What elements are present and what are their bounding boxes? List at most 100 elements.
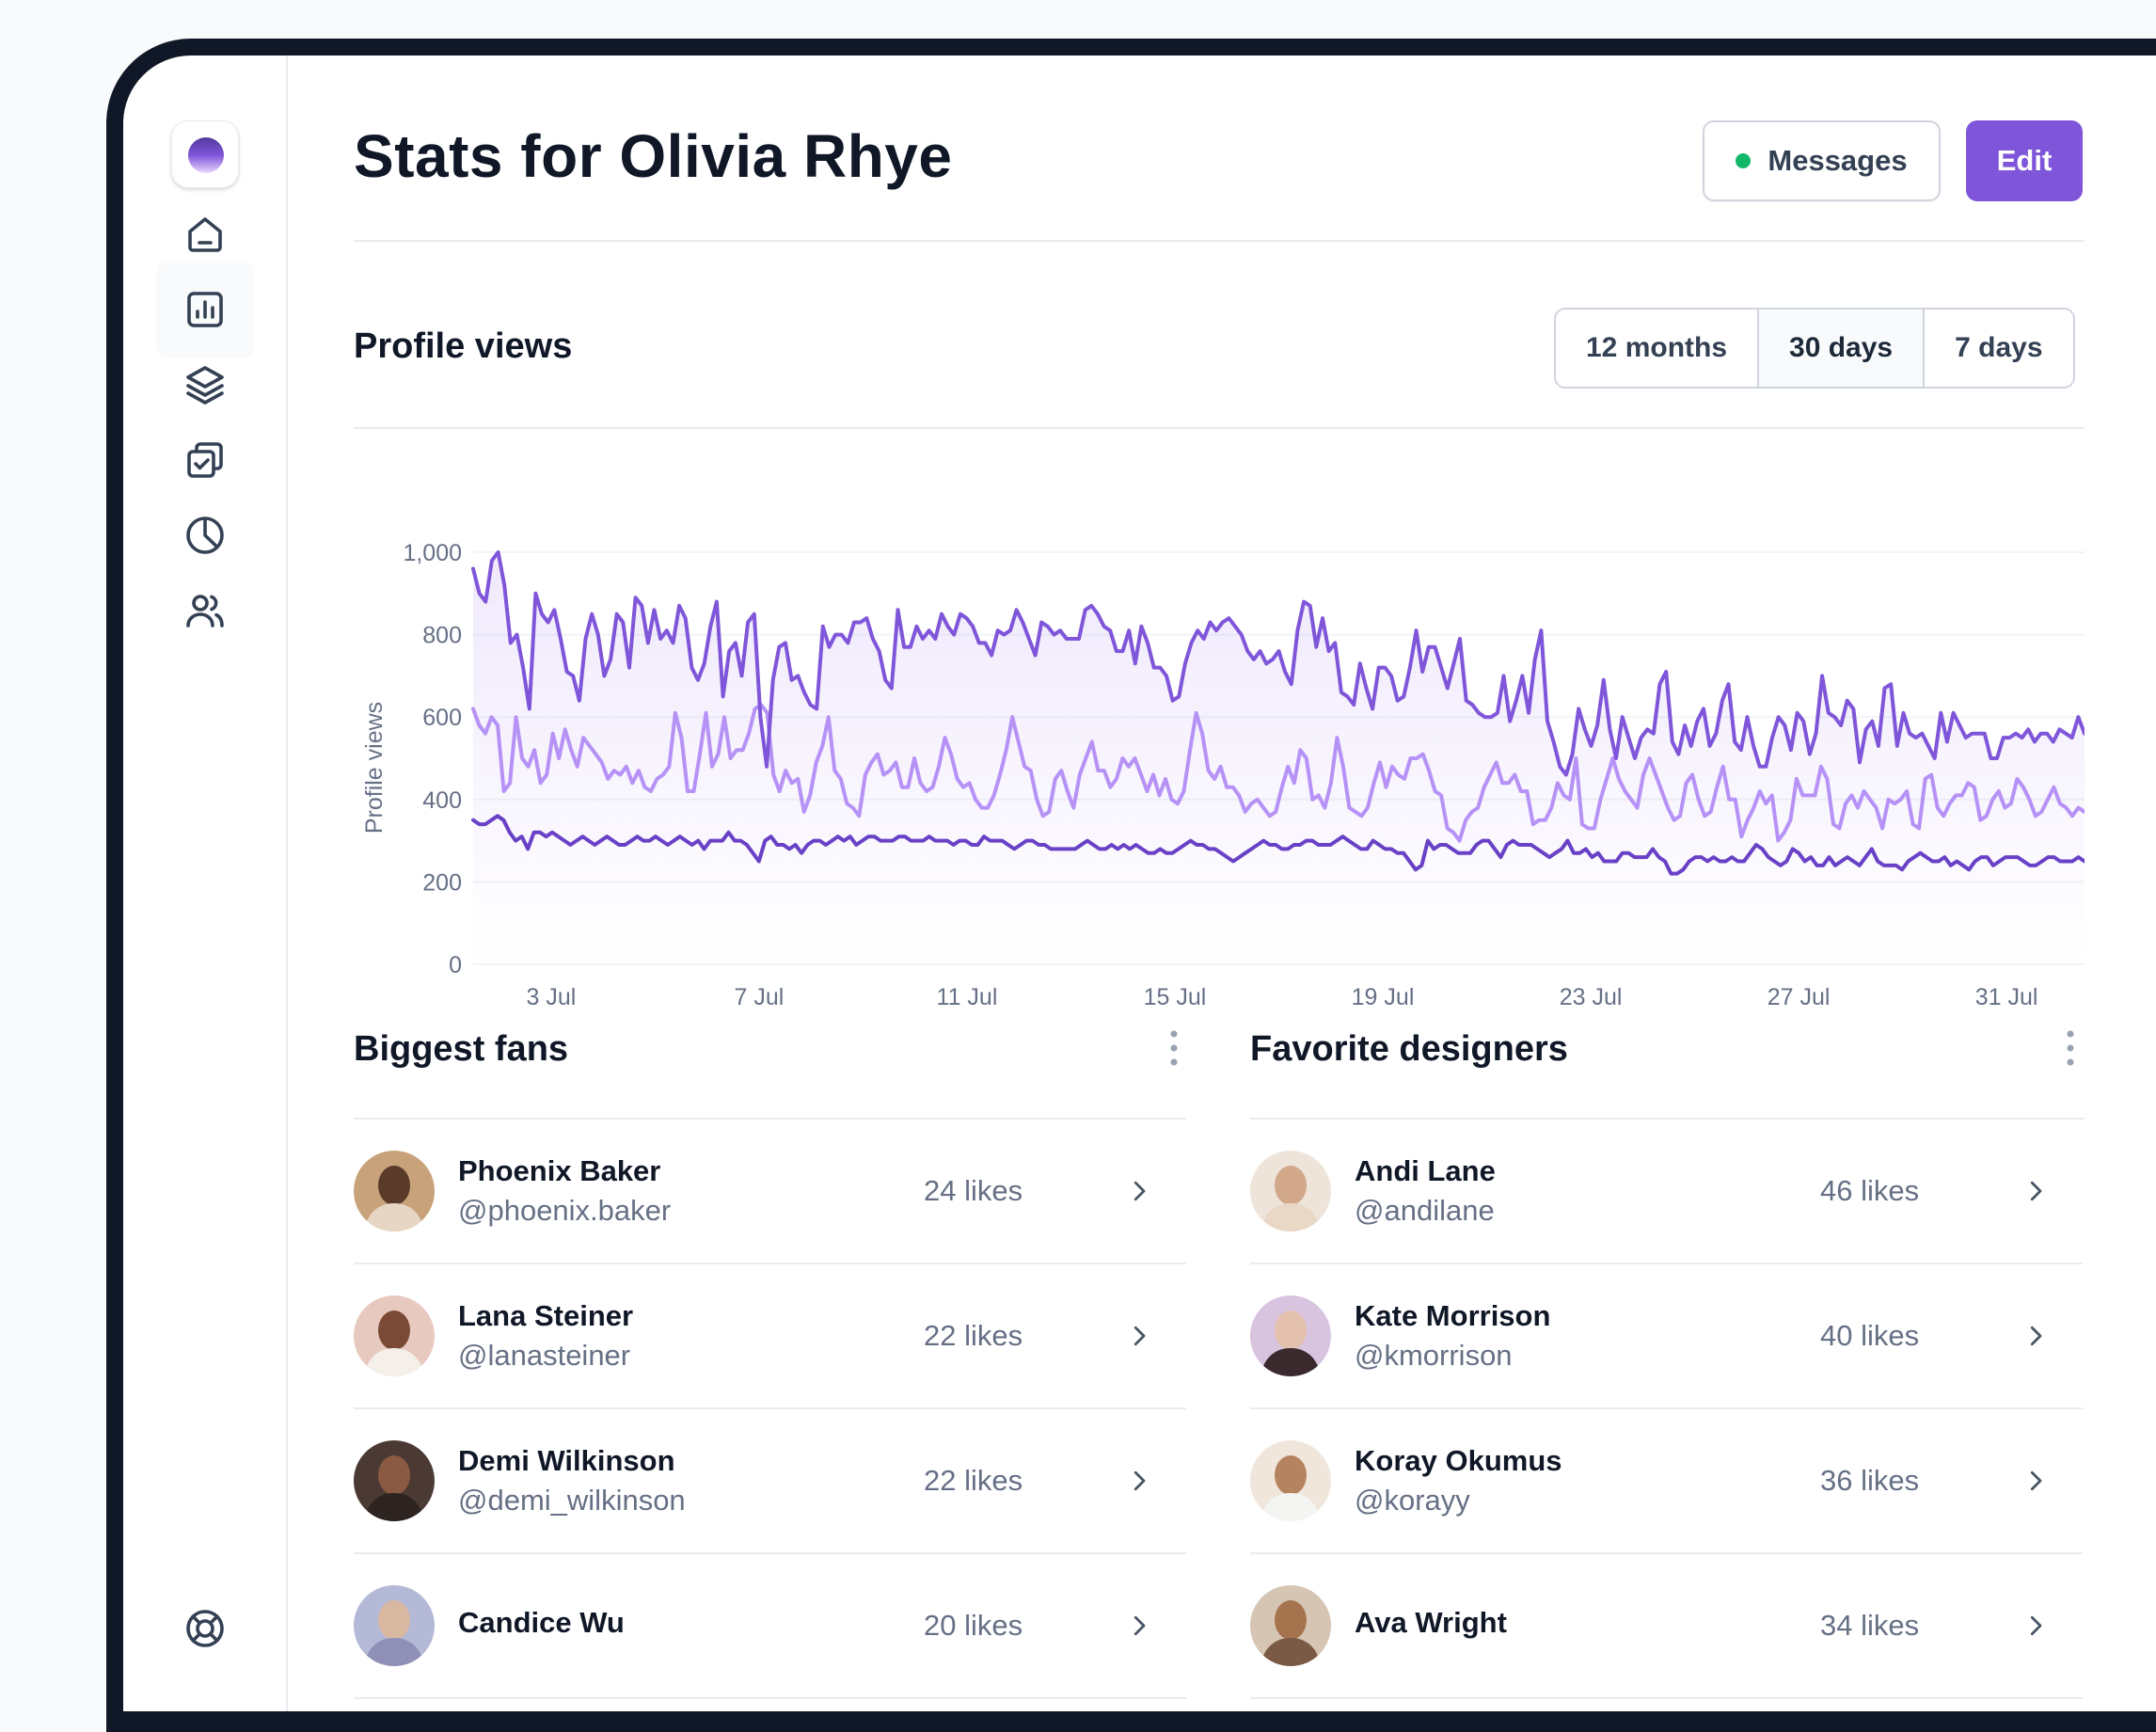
chevron-right-icon[interactable] [1125,1322,1153,1350]
tab-12-months[interactable]: 12 months [1556,310,1760,387]
avatar-body [365,1493,423,1521]
designer-row[interactable]: Kate Morrison @kmorrison 40 likes [1250,1264,2083,1409]
nav-item-users[interactable] [156,562,254,659]
user-name: Ava Wright [1355,1606,1507,1639]
tab-30-days[interactable]: 30 days [1759,310,1926,387]
user-info: Kate Morrison @kmorrison [1355,1299,1550,1373]
y-tick-label: 400 [422,787,462,814]
avatar [354,1440,435,1521]
chevron-right-icon[interactable] [2021,1467,2050,1495]
series-line-2 [471,703,2085,843]
user-handle: @phoenix.baker [458,1194,672,1227]
fan-row[interactable]: Lana Steiner @lanasteiner 22 likes [354,1264,1186,1409]
chevron-right-icon[interactable] [1125,1177,1153,1205]
y-tick-label: 800 [422,623,462,649]
fans-divider [354,1118,1186,1120]
user-info: Lana Steiner @lanasteiner [458,1299,633,1373]
pie-chart-icon [186,516,224,554]
nav-item-reports[interactable] [156,486,254,584]
user-handle: @demi_wilkinson [458,1484,686,1517]
fan-row[interactable]: Phoenix Baker @phoenix.baker 24 likes [354,1120,1186,1264]
app-logo[interactable] [171,120,239,188]
y-tick-label: 0 [449,952,462,978]
user-info: Phoenix Baker @phoenix.baker [458,1154,671,1228]
user-handle: @kmorrison [1355,1339,1513,1372]
series-line-1 [471,550,2085,777]
avatar-head [378,1311,410,1350]
main-content: Stats for Olivia Rhye Messages Edit Prof… [354,56,2085,1711]
avatar-body [365,1348,423,1376]
likes-count: 40 likes [1820,1319,1920,1352]
nav-item-home[interactable] [156,185,254,283]
avatar-body [1261,1348,1320,1376]
fan-row[interactable]: Candice Wu 20 likes [354,1554,1186,1699]
favorite-designers-title: Favorite designers [1250,1029,1568,1069]
avatar-head [378,1600,410,1640]
likes-count: 22 likes [924,1319,1023,1352]
avatar [1250,1440,1331,1521]
home-icon [188,217,222,252]
avatar-body [1261,1638,1320,1666]
avatar-body [365,1638,423,1666]
user-name: Koray Okumus [1355,1444,1562,1477]
avatar [354,1151,435,1231]
x-tick-label: 7 Jul [735,984,785,1010]
messages-button[interactable]: Messages [1703,120,1941,201]
chevron-right-icon[interactable] [2021,1322,2050,1350]
avatar-head [1275,1600,1307,1640]
fan-row[interactable]: Demi Wilkinson @demi_wilkinson 22 likes [354,1409,1186,1554]
avatar-head [1275,1311,1307,1350]
avatar-head [1275,1166,1307,1205]
app-window: Stats for Olivia Rhye Messages Edit Prof… [123,56,2156,1711]
user-handle: @korayy [1355,1484,1470,1517]
nav-item-layers[interactable] [156,336,254,434]
fans-more-options-icon[interactable] [1165,1025,1183,1072]
avatar-head [378,1166,410,1205]
chevron-right-icon[interactable] [2021,1177,2050,1205]
biggest-fans-title: Biggest fans [354,1029,569,1069]
user-info: Demi Wilkinson @demi_wilkinson [458,1444,686,1517]
avatar-body [1261,1493,1320,1521]
likes-count: 22 likes [924,1464,1023,1497]
likes-count: 34 likes [1820,1609,1920,1642]
life-buoy-icon [186,1610,224,1647]
users-icon [186,595,224,628]
avatar-body [365,1203,423,1231]
layers-icon [186,366,224,405]
nav-item-stats[interactable] [156,261,254,358]
avatar [1250,1295,1331,1376]
y-axis-label: Profile views [361,702,388,834]
chevron-right-icon[interactable] [2021,1612,2050,1640]
tab-7-days[interactable]: 7 days [1955,332,2043,363]
chevron-right-icon[interactable] [1125,1467,1153,1495]
logo-mark [188,137,224,173]
y-tick-label: 600 [422,705,462,731]
likes-count: 24 likes [924,1174,1023,1207]
y-tick-label: 1,000 [403,540,462,566]
avatar-body [1261,1203,1320,1231]
date-range-tabs: 12 months 30 days 7 days [1554,308,2075,389]
series-line-3 [471,814,2085,876]
nav-item-tasks[interactable] [156,411,254,509]
designer-row[interactable]: Ava Wright 34 likes [1250,1554,2083,1699]
nav-item-support[interactable] [156,1580,254,1677]
user-info: Ava Wright [1355,1606,1507,1645]
chevron-right-icon[interactable] [1125,1612,1153,1640]
user-handle: @andilane [1355,1194,1495,1227]
check-square-icon [187,442,223,478]
x-tick-label: 19 Jul [1352,984,1415,1010]
page-title: Stats for Olivia Rhye [354,122,953,190]
user-name: Andi Lane [1355,1154,1496,1187]
avatar [354,1295,435,1376]
fans-list: Phoenix Baker @phoenix.baker 24 likes Lana … [354,1120,1186,1699]
x-tick-label: 11 Jul [937,984,998,1010]
avatar [1250,1151,1331,1231]
header-divider [354,240,2085,242]
avatar [354,1585,435,1666]
designer-row[interactable]: Koray Okumus @korayy 36 likes [1250,1409,2083,1554]
designer-row[interactable]: Andi Lane @andilane 46 likes [1250,1120,2083,1264]
designers-more-options-icon[interactable] [2061,1025,2080,1072]
user-info: Koray Okumus @korayy [1355,1444,1562,1517]
messages-label: Messages [1768,144,1908,177]
edit-button[interactable]: Edit [1966,120,2083,201]
